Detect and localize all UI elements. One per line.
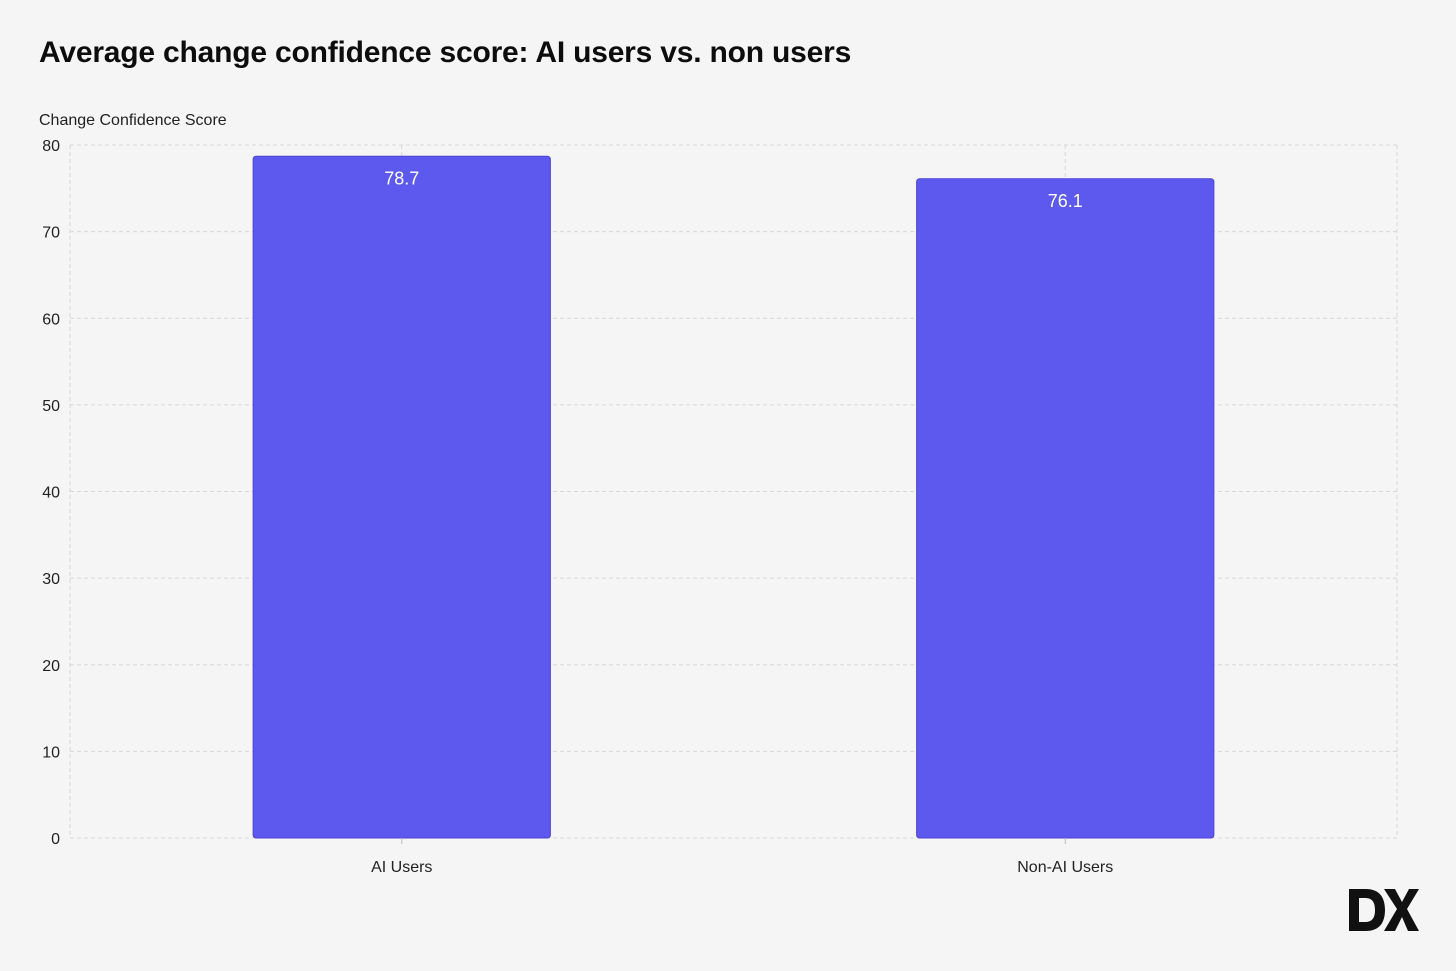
bar-data-label: 76.1: [1048, 191, 1083, 211]
bar: [252, 155, 551, 839]
dx-logo-icon: [1349, 889, 1419, 931]
y-tick-label: 60: [42, 311, 60, 328]
y-tick-label: 80: [42, 138, 60, 155]
x-tick-label: AI Users: [371, 859, 432, 876]
y-tick-label: 20: [42, 658, 60, 675]
bar: [916, 178, 1215, 839]
x-tick-labels: AI Users Non-AI Users: [371, 838, 1113, 876]
chart-title: Average change confidence score: AI user…: [39, 36, 852, 69]
y-axis-label: Change Confidence Score: [39, 112, 227, 129]
x-tick-label: Non-AI Users: [1017, 859, 1113, 876]
y-tick-label: 70: [42, 225, 60, 242]
bars: 78.7 76.1: [252, 155, 1215, 839]
y-tick-label: 30: [42, 571, 60, 588]
y-tick-label: 10: [42, 744, 60, 761]
bar-data-label: 78.7: [384, 168, 419, 188]
y-tick-label: 40: [42, 485, 60, 502]
y-tick-label: 50: [42, 398, 60, 415]
y-tick-label: 0: [51, 831, 60, 848]
y-tick-labels: 0 10 20 30 40 50 60 70 80: [42, 138, 60, 848]
